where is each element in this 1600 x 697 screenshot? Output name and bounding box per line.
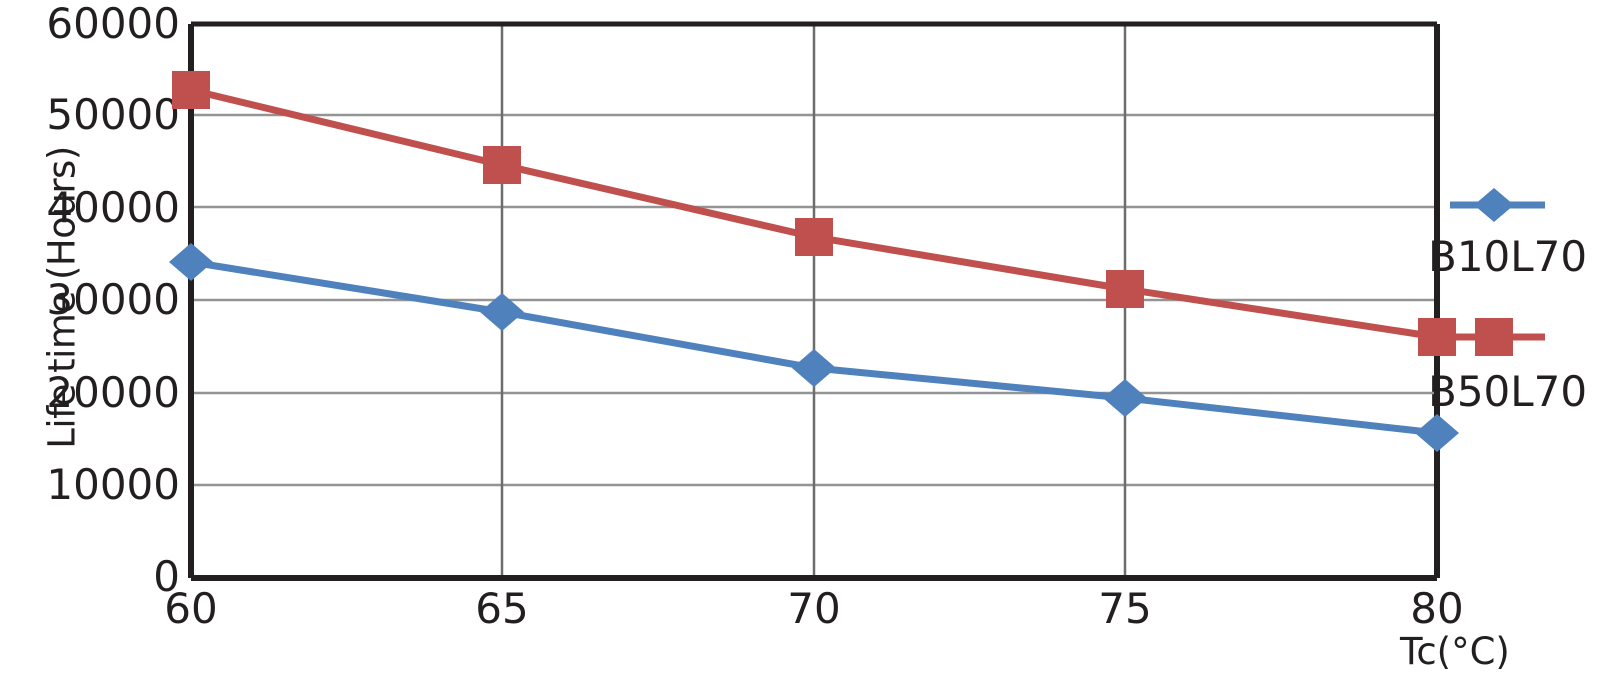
y-tick-label-0: 0 — [153, 552, 180, 601]
data-point-b10l70-65 — [480, 293, 524, 331]
x-tick-label-70: 70 — [787, 584, 841, 633]
data-point-b50l70-70 — [795, 218, 833, 256]
legend-marker-b10l70 — [1450, 188, 1545, 222]
y-tick-label-20000: 20000 — [46, 368, 180, 417]
data-point-b10l70-60 — [169, 243, 213, 281]
y-tick-label-10000: 10000 — [46, 460, 180, 509]
data-point-b50l70-75 — [1106, 270, 1144, 308]
x-tick-label-65: 65 — [475, 584, 529, 633]
x-tick-label-75: 75 — [1098, 584, 1152, 633]
legend-label-b10l70: B10L70 — [1428, 232, 1588, 281]
x-tick-label-60: 60 — [164, 584, 218, 633]
data-point-b50l70-60 — [172, 71, 210, 109]
legend-label-b50l70: B50L70 — [1428, 367, 1588, 416]
data-point-b50l70-80 — [1418, 318, 1456, 356]
data-point-b10l70-70 — [792, 349, 836, 387]
y-tick-label-30000: 30000 — [46, 275, 180, 324]
x-tick-label-80: 80 — [1410, 584, 1464, 633]
y-tick-label-50000: 50000 — [46, 90, 180, 139]
plot-frame — [188, 21, 1440, 581]
series-b10l70 — [169, 243, 1459, 452]
legend-marker-b50l70 — [1450, 318, 1545, 356]
y-tick-label-60000: 60000 — [46, 0, 180, 48]
series-b50l70 — [172, 71, 1456, 356]
data-point-b50l70-65 — [483, 146, 521, 184]
y-tick-label-40000: 40000 — [46, 183, 180, 232]
x-axis-title: Tc(°C) — [1400, 630, 1510, 673]
data-point-b10l70-80 — [1415, 414, 1459, 452]
data-point-b10l70-75 — [1103, 379, 1147, 417]
